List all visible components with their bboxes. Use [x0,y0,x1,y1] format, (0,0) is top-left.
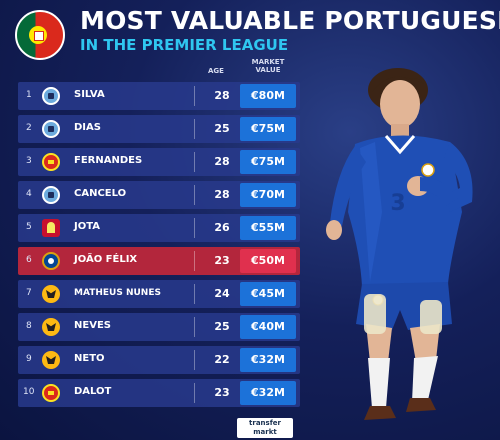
wolves-crest-icon [42,351,60,369]
manchester-city-crest-icon [42,87,60,105]
player-name: DIAS [74,122,101,133]
player-age: 23 [214,254,230,267]
rank-number: 6 [26,255,32,265]
liverpool-crest-icon [42,219,60,237]
player-age: 26 [214,221,230,234]
wolves-crest-icon [42,318,60,336]
divider [194,383,195,403]
player-age: 28 [214,188,230,201]
player-name: JOTA [74,221,101,232]
divider [194,284,195,304]
divider [194,317,195,337]
player-age: 25 [214,122,230,135]
transfermarkt-logo: transfer markt [237,418,293,438]
rank-number: 2 [26,123,32,133]
player-age: 25 [214,320,230,333]
market-value-badge: €75M [240,117,296,141]
divider [194,218,195,238]
page-title: MOST VALUABLE PORTUGUESE [80,6,500,35]
ranking-row: 7 MATHEUS NUNES 24 €45M [18,280,300,308]
ranking-row-highlighted: 6 JOÃO FÉLIX 23 €50M [18,247,300,275]
player-name: FERNANDES [74,155,143,166]
rank-number: 3 [26,156,32,166]
market-value-badge: €40M [240,315,296,339]
ranking-row: 8 NEVES 25 €40M [18,313,300,341]
divider [194,185,195,205]
market-value-badge: €45M [240,282,296,306]
ranking-row: 1 SILVA 28 €80M [18,82,300,110]
divider [194,86,195,106]
age-column-header: AGE [208,67,224,75]
market-value-badge: €75M [240,150,296,174]
divider [194,152,195,172]
rank-number: 1 [26,90,32,100]
player-name: JOÃO FÉLIX [74,254,138,265]
market-value-badge: €50M [240,249,296,273]
portugal-flag-icon [15,10,65,60]
rank-number: 7 [26,288,32,298]
ranking-row: 9 NETO 22 €32M [18,346,300,374]
market-value-column-header: MARKET VALUE [251,58,285,74]
player-age: 24 [214,287,230,300]
player-age: 28 [214,155,230,168]
rank-number: 8 [26,321,32,331]
market-value-badge: €32M [240,381,296,405]
rank-number: 9 [26,354,32,364]
page-subtitle: IN THE PREMIER LEAGUE [80,36,289,54]
market-value-badge: €70M [240,183,296,207]
rank-number: 10 [23,387,35,397]
ranking-row: 4 CANCELO 28 €70M [18,181,300,209]
rank-number: 4 [26,189,32,199]
player-age: 23 [214,386,230,399]
manchester-city-crest-icon [42,186,60,204]
market-value-badge: €80M [240,84,296,108]
chelsea-crest-icon [42,252,60,270]
svg-text:3: 3 [390,191,405,216]
ranking-row: 2 DIAS 25 €75M [18,115,300,143]
market-value-badge: €32M [240,348,296,372]
rank-number: 5 [26,222,32,232]
player-name: NETO [74,353,105,364]
player-name: CANCELO [74,188,127,199]
manchester-city-crest-icon [42,120,60,138]
manchester-united-crest-icon [42,384,60,402]
divider [194,251,195,271]
ranking-row: 3 FERNANDES 28 €75M [18,148,300,176]
player-name: SILVA [74,89,105,100]
divider [194,350,195,370]
player-age: 28 [214,89,230,102]
ranking-row: 5 JOTA 26 €55M [18,214,300,242]
player-name: MATHEUS NUNES [74,288,161,298]
player-name: NEVES [74,320,111,331]
manchester-united-crest-icon [42,153,60,171]
player-age: 22 [214,353,230,366]
wolves-crest-icon [42,285,60,303]
market-value-badge: €55M [240,216,296,240]
player-name: DALOT [74,386,112,397]
divider [194,119,195,139]
ranking-row: 10 DALOT 23 €32M [18,379,300,407]
player-illustration: 3 [326,68,473,420]
